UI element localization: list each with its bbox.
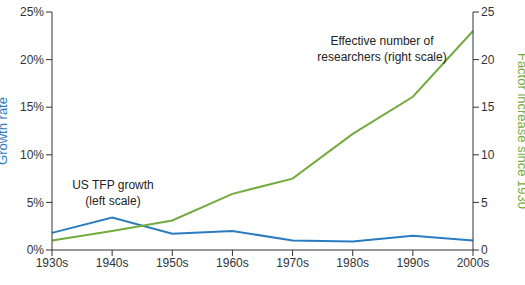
svg-text:1970s: 1970s bbox=[276, 256, 309, 270]
svg-text:0: 0 bbox=[481, 243, 488, 257]
svg-text:10: 10 bbox=[481, 148, 495, 162]
svg-text:1930s: 1930s bbox=[36, 256, 69, 270]
svg-text:10%: 10% bbox=[20, 148, 44, 162]
svg-text:1990s: 1990s bbox=[397, 256, 430, 270]
svg-text:Factor increase since 1930: Factor increase since 1930 bbox=[515, 53, 517, 209]
svg-text:2000s: 2000s bbox=[457, 256, 490, 270]
svg-text:25: 25 bbox=[481, 5, 495, 19]
svg-text:1960s: 1960s bbox=[216, 256, 249, 270]
svg-text:15: 15 bbox=[481, 100, 495, 114]
svg-text:20: 20 bbox=[481, 53, 495, 67]
svg-text:5: 5 bbox=[481, 196, 488, 210]
svg-text:1940s: 1940s bbox=[96, 256, 129, 270]
svg-text:1980s: 1980s bbox=[336, 256, 369, 270]
svg-text:25%: 25% bbox=[20, 5, 44, 19]
svg-text:0%: 0% bbox=[27, 243, 45, 257]
svg-text:1950s: 1950s bbox=[156, 256, 189, 270]
svg-text:20%: 20% bbox=[20, 53, 44, 67]
html-text:US TFP growth: US TFP growth bbox=[72, 178, 154, 192]
svg-text:5%: 5% bbox=[27, 196, 45, 210]
html-text:(left scale): (left scale) bbox=[85, 194, 141, 208]
html-text:Effective number of: Effective number of bbox=[330, 34, 434, 48]
svg-text:15%: 15% bbox=[20, 100, 44, 114]
html-text:researchers (right scale): researchers (right scale) bbox=[317, 50, 447, 64]
svg-text:Growth rate: Growth rate bbox=[8, 97, 10, 165]
